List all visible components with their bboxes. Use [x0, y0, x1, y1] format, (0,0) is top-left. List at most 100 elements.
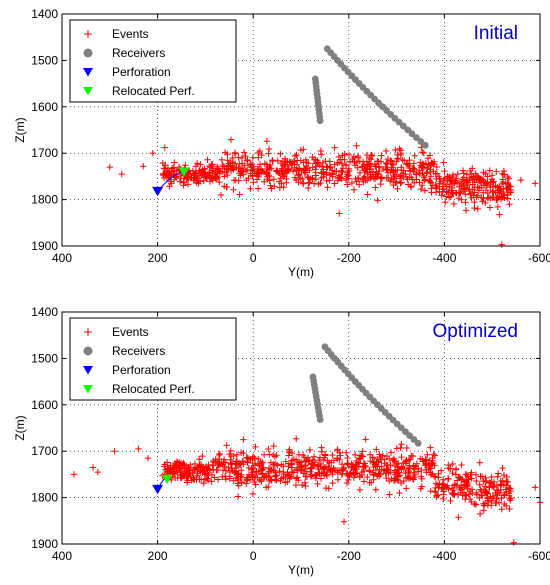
- event-marker: [263, 170, 270, 177]
- event-marker: [356, 486, 364, 494]
- event-marker: [237, 165, 245, 173]
- event-marker: [471, 204, 478, 212]
- event-marker: [391, 467, 399, 474]
- y-tick-label: 1600: [31, 398, 58, 412]
- event-marker: [334, 467, 341, 475]
- event-marker: [336, 449, 343, 457]
- event-marker: [260, 178, 268, 185]
- event-marker: [257, 166, 265, 173]
- event-marker: [396, 145, 403, 152]
- event-marker: [239, 457, 247, 465]
- x-tick-label: 0: [250, 251, 257, 265]
- event-marker: [330, 464, 337, 472]
- event-marker: [217, 191, 225, 199]
- event-marker: [449, 469, 456, 477]
- event-marker: [323, 177, 330, 185]
- event-marker: [431, 158, 438, 165]
- event-marker: [204, 156, 211, 163]
- event-marker: [305, 160, 312, 167]
- event-marker: [327, 163, 334, 171]
- event-marker: [377, 174, 385, 182]
- event-marker: [354, 459, 362, 466]
- event-marker: [271, 476, 279, 483]
- event-marker: [413, 171, 420, 178]
- event-marker: [224, 157, 231, 164]
- event-marker: [453, 175, 460, 182]
- event-marker: [286, 449, 293, 456]
- event-marker: [419, 163, 426, 171]
- event-marker: [351, 159, 358, 166]
- event-marker: [189, 167, 197, 175]
- event-marker: [431, 462, 438, 469]
- event-marker: [227, 456, 234, 464]
- event-marker: [238, 154, 246, 162]
- event-marker: [361, 167, 368, 174]
- event-marker: [244, 156, 251, 164]
- event-marker: [477, 473, 484, 480]
- event-marker: [290, 469, 297, 476]
- event-marker: [348, 179, 356, 187]
- event-marker: [249, 453, 257, 460]
- event-marker: [247, 185, 254, 192]
- event-marker: [408, 174, 415, 181]
- x-tick-label: -200: [337, 549, 361, 563]
- event-marker: [333, 455, 341, 462]
- event-marker: [517, 176, 525, 184]
- event-marker: [341, 150, 348, 158]
- event-marker: [384, 155, 392, 163]
- event-marker: [295, 451, 303, 458]
- axis-ticks: [61, 13, 541, 247]
- event-marker: [410, 165, 418, 172]
- event-marker: [398, 179, 405, 186]
- event-marker: [232, 458, 240, 465]
- event-marker: [271, 183, 278, 190]
- event-marker: [383, 159, 390, 167]
- event-marker: [238, 166, 245, 174]
- event-marker: [367, 174, 374, 182]
- event-marker: [337, 452, 344, 459]
- legend-perforation-marker: [83, 366, 93, 375]
- event-marker: [396, 489, 403, 497]
- event-marker: [383, 160, 391, 168]
- event-marker: [370, 471, 377, 479]
- event-marker: [326, 164, 333, 172]
- event-marker: [397, 147, 405, 154]
- event-marker: [174, 469, 181, 476]
- event-marker: [411, 179, 418, 187]
- event-marker: [467, 190, 474, 197]
- event-marker: [498, 481, 505, 488]
- event-marker: [510, 539, 517, 546]
- event-marker: [218, 156, 226, 164]
- event-marker: [411, 473, 419, 481]
- event-marker: [494, 194, 502, 202]
- event-marker: [400, 477, 407, 485]
- event-marker: [439, 481, 446, 488]
- event-marker: [383, 166, 390, 174]
- event-marker: [216, 178, 223, 186]
- event-marker: [289, 167, 297, 175]
- event-marker: [366, 468, 374, 475]
- event-marker: [458, 196, 465, 204]
- legend-label-events: Events: [112, 325, 149, 339]
- event-marker: [313, 471, 321, 479]
- event-marker: [356, 169, 364, 177]
- event-marker: [444, 189, 452, 196]
- event-marker: [462, 471, 469, 478]
- event-marker: [472, 471, 480, 478]
- event-marker: [166, 467, 174, 474]
- event-marker: [465, 491, 473, 498]
- event-marker: [433, 175, 440, 183]
- event-marker: [171, 159, 178, 166]
- event-marker: [447, 497, 454, 505]
- event-marker: [350, 186, 358, 193]
- event-marker: [376, 466, 383, 474]
- event-marker: [462, 207, 470, 214]
- event-marker: [409, 164, 417, 172]
- event-marker: [344, 181, 351, 188]
- event-marker: [270, 451, 277, 459]
- event-marker: [200, 170, 207, 178]
- event-marker: [427, 173, 435, 180]
- event-marker: [306, 167, 313, 174]
- y-tick-label: 1700: [31, 146, 58, 160]
- event-marker: [360, 478, 368, 485]
